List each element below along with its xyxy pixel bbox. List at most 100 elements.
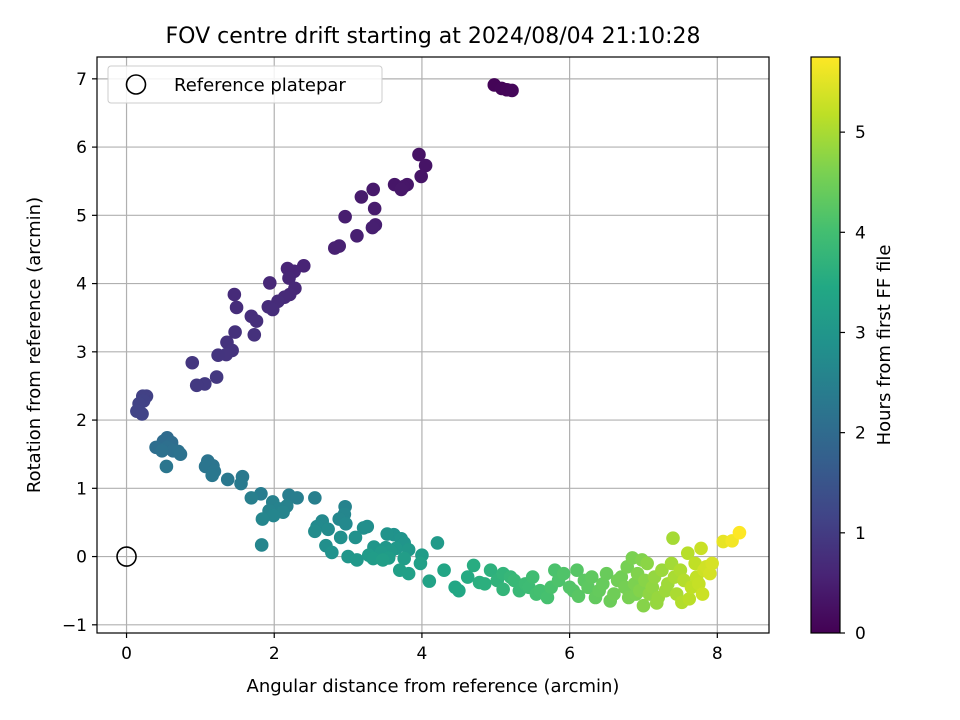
data-point <box>540 590 555 605</box>
data-points <box>130 78 747 613</box>
data-point <box>211 348 225 363</box>
data-point <box>209 370 224 384</box>
plot-frame <box>96 56 770 634</box>
data-point <box>636 598 651 613</box>
data-point <box>695 587 710 601</box>
x-tick-label: 6 <box>564 644 575 664</box>
data-point <box>254 538 269 552</box>
grid <box>97 57 769 633</box>
colorbar: 0 1 2 3 4 5 Hours from first FF file <box>810 56 895 644</box>
y-tick-label: 6 <box>76 138 87 158</box>
data-point <box>189 378 204 393</box>
data-point <box>599 566 614 581</box>
x-tick-label: 8 <box>712 644 723 664</box>
data-point <box>263 276 277 290</box>
data-point <box>694 541 708 556</box>
y-tick-label: 2 <box>76 411 87 431</box>
data-point <box>666 531 680 545</box>
y-tick-label: 1 <box>76 479 87 499</box>
data-point <box>705 556 719 571</box>
legend: Reference platepar <box>107 65 383 104</box>
reference-platepar-marker <box>116 546 137 567</box>
colorbar-tick-label: 0 <box>855 624 866 644</box>
data-point <box>244 491 259 505</box>
data-point <box>255 512 270 526</box>
data-point <box>380 527 395 541</box>
data-point <box>325 545 339 560</box>
colorbar-label: Hours from first FF file <box>874 245 895 446</box>
data-point <box>155 443 169 458</box>
data-point <box>375 553 390 567</box>
data-point <box>477 577 492 591</box>
x-tick-label: 0 <box>121 644 132 664</box>
data-point <box>265 302 280 317</box>
data-point <box>135 407 149 421</box>
data-point <box>227 287 242 302</box>
data-point <box>220 472 235 487</box>
chart-title: FOV centre drift starting at 2024/08/04 … <box>166 24 701 49</box>
data-point <box>290 491 304 505</box>
data-point <box>367 201 382 216</box>
data-point <box>247 327 262 342</box>
data-point <box>460 570 475 584</box>
colorbar-tick-label: 3 <box>855 323 866 343</box>
data-point <box>673 563 688 578</box>
data-point <box>581 580 595 595</box>
data-point <box>413 556 428 571</box>
data-point <box>173 447 188 461</box>
colorbar-tick-label: 4 <box>855 223 866 243</box>
x-tick-label: 2 <box>269 644 280 664</box>
legend-label: Reference platepar <box>174 75 346 96</box>
data-point <box>205 468 219 483</box>
x-tick-label: 4 <box>417 644 428 664</box>
data-point <box>645 580 660 595</box>
x-axis-ticks: 0 2 4 6 8 <box>121 633 723 664</box>
data-point <box>308 524 322 539</box>
y-axis-label: Rotation from reference (arcmin) <box>24 197 45 493</box>
data-point <box>159 459 174 474</box>
colorbar-tick-label: 1 <box>855 524 866 544</box>
data-point <box>496 582 510 597</box>
data-point <box>655 563 669 578</box>
data-point <box>338 209 352 224</box>
y-tick-label: 7 <box>76 70 87 90</box>
x-axis-label: Angular distance from reference (arcmin) <box>247 676 620 697</box>
data-point <box>249 314 264 328</box>
data-point <box>640 556 654 571</box>
data-point <box>571 589 586 603</box>
data-point <box>348 530 363 545</box>
legend-box <box>107 65 383 104</box>
data-point <box>354 190 369 204</box>
data-point <box>282 271 296 285</box>
data-point <box>505 83 519 98</box>
data-point <box>327 241 342 255</box>
data-point <box>452 583 466 598</box>
data-point <box>570 563 584 578</box>
data-point <box>229 300 244 315</box>
data-point <box>422 574 437 588</box>
data-point <box>430 536 445 550</box>
data-point <box>614 570 629 584</box>
data-point <box>234 476 248 491</box>
legend-marker-icon <box>125 74 147 95</box>
data-point <box>437 563 451 578</box>
data-point <box>584 570 599 584</box>
data-point <box>333 530 348 545</box>
y-axis-ticks: −1 0 1 2 3 4 5 6 7 <box>62 70 97 636</box>
data-point <box>525 570 540 584</box>
data-point <box>350 553 364 567</box>
data-point <box>356 521 371 535</box>
colorbar-tick-label: 5 <box>855 123 866 143</box>
data-point <box>692 577 706 591</box>
data-point <box>185 355 200 370</box>
data-point <box>339 517 353 531</box>
data-point <box>414 169 428 184</box>
data-point <box>507 573 522 588</box>
y-tick-label: 3 <box>76 343 87 363</box>
data-point <box>732 525 747 540</box>
data-point <box>394 182 409 197</box>
y-tick-label: −1 <box>62 616 87 636</box>
data-point <box>682 592 697 606</box>
data-point <box>308 491 322 505</box>
